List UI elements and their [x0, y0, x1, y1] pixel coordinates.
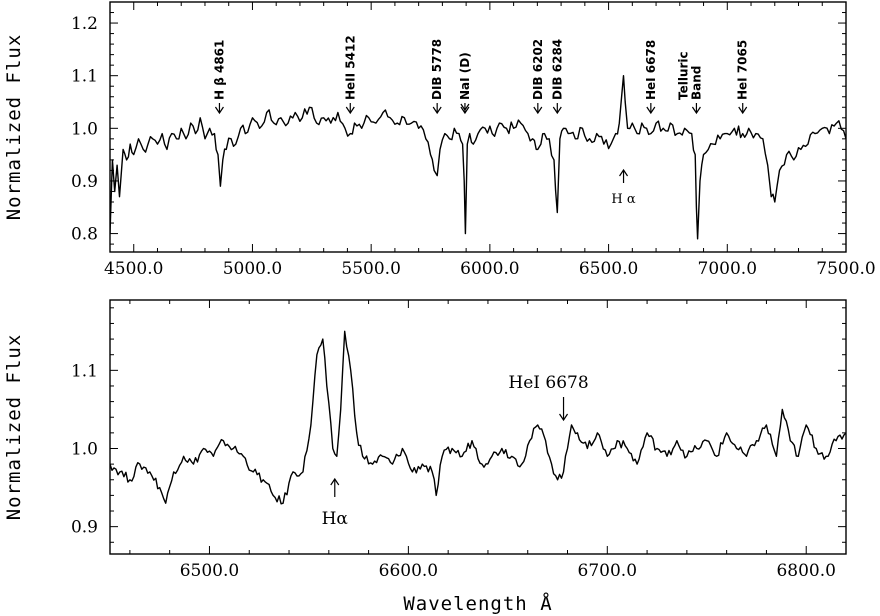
line-annotation: DIB 6284 — [550, 39, 564, 100]
down-arrow-head-icon — [214, 106, 224, 115]
down-arrow-head-icon — [345, 106, 355, 115]
x-tick-label: 5000.0 — [223, 259, 282, 279]
x-tick-label: 7000.0 — [698, 259, 757, 279]
y-tick-label: 0.9 — [71, 518, 98, 538]
y-tick-label: 0.9 — [71, 172, 98, 192]
x-tick-label: 4500.0 — [104, 259, 163, 279]
line-annotation: H β 4861 — [212, 40, 226, 100]
down-arrow-head-icon — [533, 106, 543, 115]
line-annotation: Telluric — [676, 51, 690, 100]
down-arrow-head-icon — [646, 106, 656, 115]
up-arrow-head-icon — [619, 168, 629, 177]
x-tick-label: 6700.0 — [578, 561, 637, 581]
line-annotation: DIB 5778 — [430, 39, 444, 100]
down-arrow-head-icon — [552, 106, 562, 115]
down-arrow-head-icon — [691, 106, 701, 115]
down-arrow-head-icon — [559, 413, 569, 422]
line-annotation: HeI 7065 — [736, 40, 750, 100]
line-annotation: HeI 6678 — [644, 40, 658, 100]
plot-frame — [109, 299, 847, 555]
x-tick-label: 6000.0 — [460, 259, 519, 279]
down-arrow-head-icon — [460, 106, 470, 115]
y-axis-label: Normalized Flux — [3, 334, 25, 521]
y-tick-label: 1.0 — [71, 439, 98, 459]
x-tick-label: 6500.0 — [579, 259, 638, 279]
down-arrow-head-icon — [460, 103, 470, 112]
line-annotation: HeII 5412 — [343, 35, 357, 100]
y-axis-label: Normalized Flux — [3, 34, 25, 221]
y-tick-label: 1.1 — [71, 67, 98, 87]
panel-full-spectrum: 4500.0 5000.0 5500.0 6000.0 6500.0 7000.0 7500… — [3, 1, 876, 279]
line-annotation: H α — [611, 192, 635, 207]
x-tick-label: 5500.0 — [341, 259, 400, 279]
x-axis-label: Wavelength Å — [403, 592, 552, 615]
spectrum-line-1-0 — [110, 330, 846, 505]
line-annotation: HeI 6678 — [508, 373, 588, 393]
y-tick-label: 1.1 — [71, 361, 98, 381]
plot-frame — [109, 1, 847, 253]
line-annotation: NaI (D) — [458, 52, 472, 100]
panel-halpha-zoom: 6500.0 6600.0 6700.0 6800.0 0.9 1.0 1.1 Normali… — [3, 299, 847, 615]
line-annotation: DIB 6202 — [531, 39, 545, 100]
up-arrow-head-icon — [330, 477, 340, 486]
x-tick-label: 6600.0 — [379, 561, 438, 581]
down-arrow-head-icon — [738, 106, 748, 115]
y-tick-label: 0.8 — [71, 225, 98, 245]
line-annotation: Band — [689, 66, 703, 100]
y-tick-label: 1.0 — [71, 119, 98, 139]
x-tick-label: 6800.0 — [776, 561, 835, 581]
y-tick-label: 1.2 — [71, 14, 98, 34]
line-annotation: Hα — [322, 509, 349, 529]
x-tick-label: 6500.0 — [180, 561, 239, 581]
x-tick-label: 7500.0 — [816, 259, 875, 279]
down-arrow-head-icon — [432, 106, 442, 115]
spectrum-line-0-0 — [110, 75, 846, 240]
